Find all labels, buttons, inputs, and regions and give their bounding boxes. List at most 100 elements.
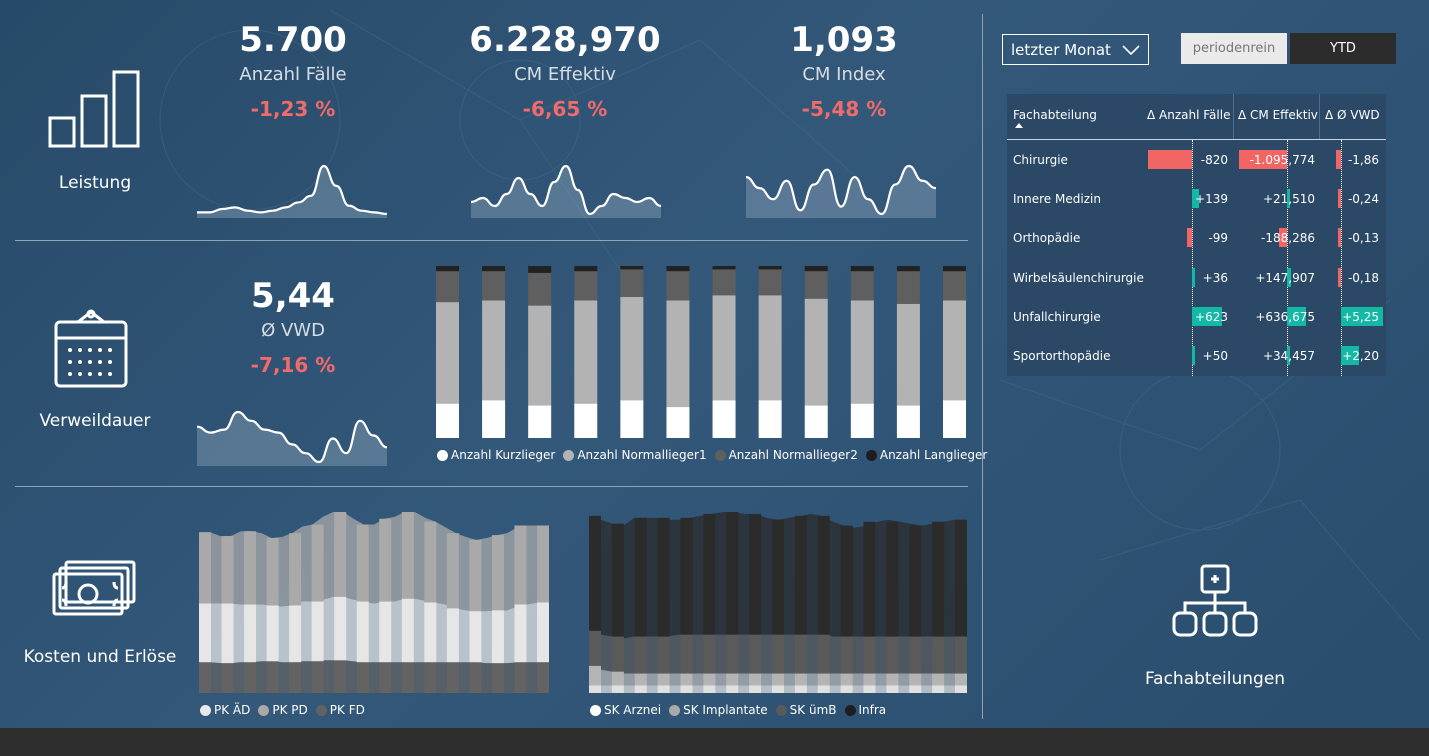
bar-segment [840, 673, 853, 686]
bar-segment [850, 300, 874, 404]
stacked-bar-chart-verweildauer[interactable] [436, 264, 966, 440]
bar-segment [758, 266, 782, 270]
bar-segment [469, 611, 482, 663]
legend-marker [865, 449, 877, 461]
cell-fachabteilung: Wirbelsäulenchirurgie [1013, 270, 1144, 285]
kpi-delta: -1,23 % [250, 97, 336, 121]
legend-item[interactable]: Anzahl Normallieger2 [714, 448, 858, 462]
bar-segment [266, 661, 279, 693]
sparkline-anzahl-faelle[interactable] [196, 158, 388, 218]
bar-segment [221, 536, 234, 604]
bar-segment [680, 685, 693, 693]
toggle-periodenrein[interactable]: periodenrein [1181, 33, 1287, 64]
cell-value: +147,907 [1255, 270, 1315, 285]
legend-item[interactable]: PK FD [315, 703, 365, 717]
cell-fachabteilung: Innere Medizin [1013, 192, 1101, 207]
cell-value: +36 [1202, 270, 1228, 285]
sparkline-cm-effektiv[interactable] [470, 158, 662, 218]
cell-value: +2,20 [1342, 349, 1379, 363]
bar-segment [482, 400, 506, 438]
bar-segment [199, 603, 211, 663]
legend-item[interactable]: SK ümB [775, 703, 837, 717]
kpi-cm-index: 1,093 CM Index -5,48 % [746, 20, 942, 121]
bar-segment [574, 271, 598, 301]
bar-segment [955, 685, 967, 693]
bar-segment [311, 601, 324, 662]
legend-item[interactable]: Infra [844, 703, 886, 717]
legend-marker [775, 704, 787, 716]
bar-segment [446, 533, 459, 609]
bar-segment [620, 296, 644, 401]
cell-value: +636,675 [1255, 309, 1315, 324]
bar-segment [840, 525, 853, 637]
bar-segment [469, 662, 482, 693]
calendar-icon [48, 308, 134, 392]
legend-item[interactable]: PK PD [258, 703, 308, 717]
header-divider [1007, 139, 1386, 140]
bar-segment [896, 405, 920, 438]
legend-label: Anzahl Normallieger2 [728, 448, 858, 462]
ribbon-chart-sachkosten[interactable] [589, 508, 967, 693]
section-label-verweildauer: Verweildauer [39, 411, 151, 431]
bar-segment [909, 525, 922, 637]
bar-segment [850, 266, 874, 272]
bar-segment [909, 685, 922, 693]
bar-segment [943, 266, 966, 272]
bar-segment [611, 671, 624, 686]
bar-segment [863, 636, 876, 674]
ribbon-band [200, 596, 548, 664]
bar-segment [537, 602, 549, 663]
bar-segment [712, 269, 736, 296]
bar-segment [289, 533, 302, 606]
legend-label: SK ümB [789, 703, 837, 717]
bar-segment [666, 271, 690, 301]
column-header-faelle[interactable]: Δ Anzahl Fälle [1147, 108, 1231, 122]
databar [1192, 267, 1195, 287]
cell-value: +50 [1202, 349, 1228, 363]
kpi-value: 1,093 [790, 20, 898, 60]
bar-segment [896, 271, 920, 304]
bar-segment [726, 634, 739, 674]
column-header-vwd[interactable]: Δ Ø VWD [1325, 108, 1380, 122]
bar-segment [749, 513, 762, 635]
bar-segment [886, 636, 899, 674]
sparkline-vwd[interactable] [196, 404, 388, 466]
legend-item[interactable]: Anzahl Langlieger [865, 448, 987, 462]
bar-segment [794, 634, 807, 674]
ribbon-chart-personalkosten[interactable] [199, 508, 549, 693]
bar-segment [221, 663, 234, 693]
bar-segment [199, 532, 211, 604]
cell-value: -1.095,774 [1249, 153, 1315, 167]
column-header-cm[interactable]: Δ CM Effektiv [1238, 108, 1318, 122]
bar-segment [514, 662, 527, 693]
legend-item[interactable]: PK ÄD [200, 703, 250, 717]
legend-item[interactable]: Anzahl Kurzlieger [437, 448, 555, 462]
legend-item[interactable]: SK Arznei [590, 703, 661, 717]
footer-bar [0, 728, 1429, 756]
fachabteilungen-label[interactable]: Fachabteilungen [1144, 669, 1286, 689]
cell-fachabteilung: Chirurgie [1013, 153, 1068, 167]
bar-segment [334, 596, 347, 661]
bar-segment [932, 521, 945, 637]
bar-segment [657, 517, 670, 637]
databar [1148, 150, 1192, 169]
sparkline-cm-index[interactable] [745, 158, 937, 218]
bar-segment [266, 537, 279, 606]
kpi-anzahl-faelle: 5.700 Anzahl Fälle -1,23 % [195, 20, 391, 121]
toggle-ytd[interactable]: YTD [1290, 33, 1396, 64]
column-header-fachabteilung[interactable]: Fachabteilung [1013, 108, 1097, 122]
kpi-label: CM Effektiv [514, 64, 616, 85]
bar-segment [379, 662, 392, 693]
bar-segment [817, 685, 830, 693]
legend-label: PK ÄD [214, 703, 251, 717]
legend-item[interactable]: Anzahl Normallieger1 [563, 448, 707, 462]
legend-marker [258, 704, 270, 716]
legend-item[interactable]: SK Implantate [669, 703, 768, 717]
period-dropdown[interactable]: letzter Monat [1002, 34, 1149, 65]
bar-segment [703, 673, 716, 686]
cell-fachabteilung: Orthopädie [1013, 231, 1081, 246]
bar-segment [244, 604, 257, 663]
databar [1287, 346, 1290, 365]
bar-segment [955, 673, 967, 686]
bar-segment [356, 524, 369, 602]
